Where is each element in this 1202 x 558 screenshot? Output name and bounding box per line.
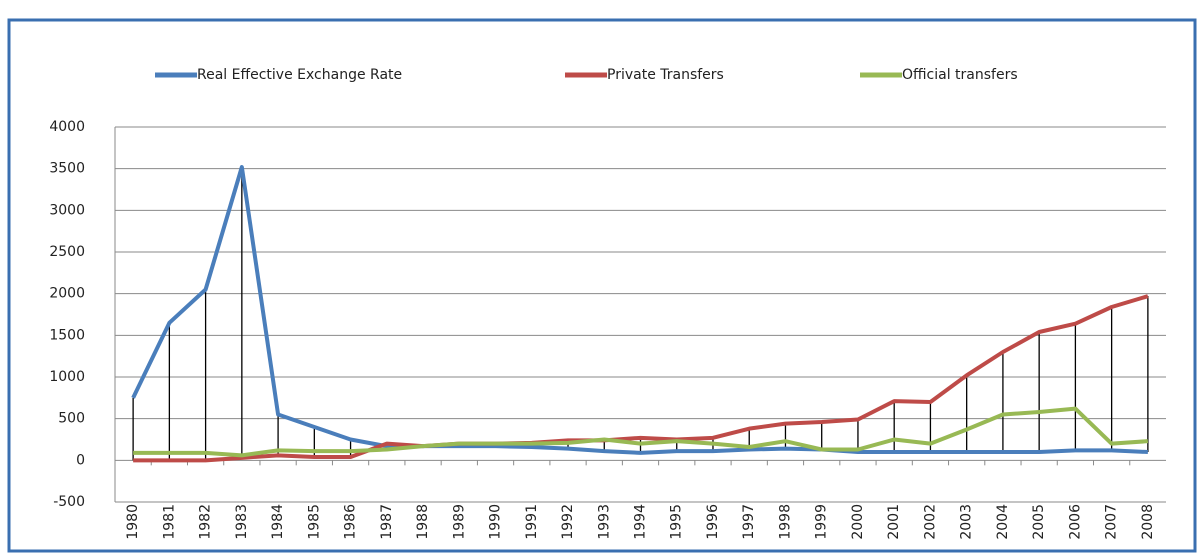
series-line <box>133 406 1149 458</box>
x-tick-label: 2003 <box>959 504 975 540</box>
x-tick-label: 1980 <box>125 504 141 540</box>
x-tick-label: 1991 <box>524 504 540 540</box>
x-tick-label: 1984 <box>270 504 286 540</box>
x-tick-label: 1989 <box>451 504 467 540</box>
y-tick-label: 3500 <box>49 161 85 177</box>
x-tick-label: 1999 <box>814 504 830 540</box>
y-tick-label: 1000 <box>49 369 85 385</box>
x-tick-label: 1990 <box>488 504 504 540</box>
frame <box>7 18 1197 553</box>
x-tick-label: 1988 <box>415 504 431 540</box>
x-tick-label: 2006 <box>1067 504 1083 540</box>
y-tick-label: 3000 <box>49 202 85 218</box>
x-tick-label: 1981 <box>161 504 177 540</box>
x-tick-label: 2002 <box>922 504 938 540</box>
series-line <box>133 294 1149 463</box>
x-tick-label: 2008 <box>1140 504 1156 540</box>
x-tick-label: 2007 <box>1104 504 1120 540</box>
y-tick-label: 500 <box>58 411 85 427</box>
x-tick-label: 1986 <box>343 504 359 540</box>
x-tick-label: 1982 <box>198 504 214 540</box>
legend-label: Private Transfers <box>607 67 724 83</box>
x-tick-label: 2005 <box>1031 504 1047 540</box>
x-tick-label: 1998 <box>777 504 793 540</box>
y-tick-label: 2000 <box>49 286 85 302</box>
x-tick-label: 1987 <box>379 504 395 540</box>
y-tick-label: 1500 <box>49 327 85 343</box>
y-tick-label: 0 <box>76 452 85 468</box>
x-tick-label: 2001 <box>886 504 902 540</box>
y-tick-label: 4000 <box>49 119 85 135</box>
x-tick-label: 1994 <box>633 504 649 540</box>
y-tick-label: -500 <box>53 494 85 510</box>
x-tick-label: 1992 <box>560 504 576 540</box>
x-tick-label: 1985 <box>306 504 322 540</box>
x-tick-label: 1996 <box>705 504 721 540</box>
x-tick-label: 2004 <box>995 504 1011 540</box>
x-tick-label: 1993 <box>596 504 612 540</box>
x-tick-label: 1983 <box>234 504 250 540</box>
y-tick-label: 2500 <box>49 244 85 260</box>
x-tick-label: 1997 <box>741 504 757 540</box>
x-tick-label: 2000 <box>850 504 866 540</box>
legend-label: Real Effective Exchange Rate <box>197 67 402 83</box>
x-tick-label: 1995 <box>669 504 685 540</box>
legend-label: Official transfers <box>902 67 1018 83</box>
series-line <box>131 165 1148 455</box>
